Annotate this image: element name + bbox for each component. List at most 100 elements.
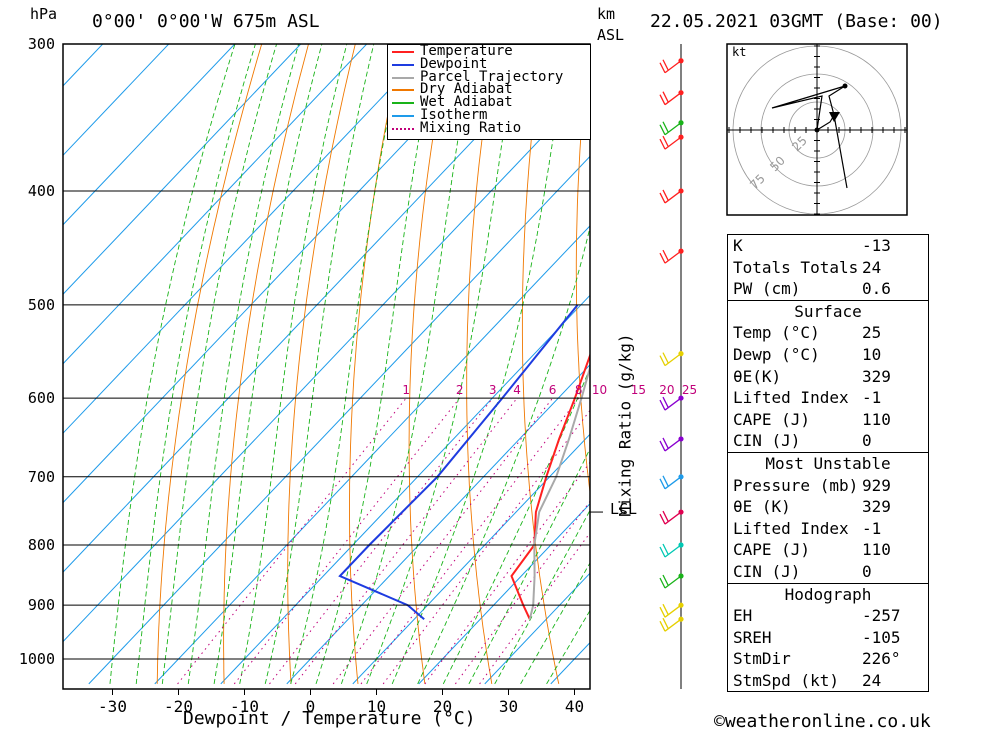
- wet-adiabat-line: [340, 44, 475, 685]
- isotherm-line: [63, 44, 368, 365]
- chart-legend: Temperature Dewpoint Parcel Trajectory Dry …: [387, 44, 591, 140]
- wet-adiabat-line: [187, 44, 300, 684]
- x-tick-label: -20: [164, 697, 193, 716]
- mixing-ratio-line: [454, 500, 590, 685]
- mixing-ratio-line: [294, 397, 518, 685]
- pressure-tick-label: 300: [28, 35, 55, 53]
- index-label: Totals Totals: [733, 257, 859, 277]
- wind-barb: [659, 189, 682, 204]
- mixing-ratio-tick-label: 6: [549, 383, 557, 397]
- index-label: StmDir: [733, 649, 791, 669]
- index-value: -257: [862, 606, 901, 626]
- index-value: 0: [862, 561, 872, 581]
- dry-adiabat-line: [408, 44, 450, 684]
- index-value: -13: [862, 236, 891, 255]
- index-row: Dewp (°C) 10: [728, 344, 928, 366]
- dry-adiabat-line: [223, 44, 309, 684]
- mixing-ratio-tick-label: 4: [513, 383, 521, 397]
- indices-section-hodograph-stats: Hodograph EH -257 SREH -105 StmDir 226° StmSpd …: [728, 582, 928, 692]
- mixing-ratio-line: [382, 409, 590, 685]
- index-label: SREH: [733, 627, 772, 647]
- isotherm-line: [286, 364, 590, 685]
- storm-motion-icon: [829, 112, 840, 122]
- legend-swatch: [392, 127, 414, 130]
- hodograph-trace: [771, 85, 848, 189]
- index-label: Lifted Index: [733, 388, 849, 408]
- index-label: θE (K): [733, 497, 791, 517]
- wind-barb: [659, 121, 682, 136]
- index-label: CIN (J): [733, 431, 801, 451]
- mixing-ratio-tick-label: 1: [402, 383, 410, 397]
- legend-label: Dewpoint: [420, 55, 488, 72]
- index-row: Lifted Index -1: [728, 387, 928, 409]
- indices-section-most-unstable: Most Unstable Pressure (mb) 929 θE (K) 329 Li…: [728, 451, 928, 583]
- wet-adiabat-line: [315, 44, 438, 685]
- pressure-tick-label: 1000: [19, 650, 55, 668]
- hodograph-frame: [726, 43, 908, 216]
- index-value: 110: [862, 540, 891, 560]
- index-value: 226°: [862, 649, 901, 669]
- x-tick-label: -30: [98, 697, 127, 716]
- location-title: 0°00' 0°00'W 675m ASL: [92, 11, 320, 32]
- copyright-footer: ©weatheronline.co.uk: [714, 711, 931, 732]
- index-label: Temp (°C): [733, 323, 820, 343]
- lcl-label: LCL: [610, 500, 638, 518]
- index-row: θE (K) 329: [728, 496, 928, 518]
- index-row: θE(K) 329: [728, 366, 928, 388]
- index-value: 0.6: [862, 279, 891, 299]
- index-row: CAPE (J) 110: [728, 409, 928, 431]
- isotherm-line: [63, 44, 302, 295]
- wet-adiabat-line: [417, 225, 590, 685]
- index-row: Temp (°C) 25: [728, 322, 928, 344]
- series-temperature: [510, 352, 590, 620]
- isotherm-line: [63, 44, 170, 157]
- pressure-tick-label: 600: [28, 389, 55, 407]
- wind-barb: [659, 543, 682, 558]
- wet-adiabat-line: [290, 44, 404, 685]
- legend-label: Parcel Trajectory: [420, 68, 564, 85]
- dry-adiabat-line: [156, 44, 263, 684]
- x-tick-label: 0: [306, 697, 316, 716]
- wind-barb: [659, 475, 682, 490]
- index-label: EH: [733, 606, 753, 626]
- wet-adiabat-line: [366, 44, 518, 685]
- index-value: 929: [862, 475, 891, 495]
- wet-adiabat-line: [546, 609, 590, 685]
- pressure-tick-label: 500: [28, 296, 55, 314]
- hodograph-ring-label: 75: [747, 171, 768, 192]
- datetime-title: 22.05.2021 03GMT (Base: 00): [650, 11, 943, 32]
- section-title: Most Unstable: [765, 453, 891, 473]
- section-title: Hodograph: [784, 584, 872, 604]
- isotherm-line: [484, 572, 590, 685]
- wind-barb: [659, 249, 682, 264]
- index-value: 329: [862, 366, 891, 386]
- isotherm-line: [352, 433, 590, 685]
- index-label: Lifted Index: [733, 518, 849, 538]
- index-label: Pressure (mb): [733, 475, 859, 495]
- mixing-ratio-line: [332, 397, 553, 685]
- legend-item: Temperature: [388, 44, 590, 58]
- legend-swatch: [392, 63, 414, 66]
- pressure-tick-label: 800: [28, 536, 55, 554]
- mixing-ratio-tick-label: 3: [489, 383, 497, 397]
- index-label: CIN (J): [733, 561, 801, 581]
- wet-adiabat-line: [391, 44, 568, 685]
- wind-barb: [659, 603, 682, 618]
- index-row: Totals Totals 24: [728, 257, 928, 279]
- index-label: StmSpd (kt): [733, 670, 839, 690]
- x-tick-label: 10: [367, 697, 386, 716]
- indices-table: K -13 Totals Totals 24 PW (cm) 0.6 Surface Temp…: [727, 234, 929, 693]
- wind-barb: [659, 437, 682, 452]
- x-axis-label: Dewpoint / Temperature (°C): [183, 708, 476, 729]
- isotherm-line: [63, 44, 236, 226]
- dry-adiabat-line: [679, 27, 720, 684]
- legend-label: Dry Adiabat: [420, 81, 513, 98]
- mixing-ratio-tick-label: 10: [592, 383, 607, 397]
- wet-adiabat-line: [468, 447, 590, 685]
- index-value: -1: [862, 518, 882, 538]
- index-label: PW (cm): [733, 279, 801, 299]
- index-row: CIN (J) 0: [728, 561, 928, 583]
- wind-barb: [659, 352, 682, 367]
- km-unit-label: km: [597, 5, 616, 23]
- hodograph-ring: [760, 73, 874, 187]
